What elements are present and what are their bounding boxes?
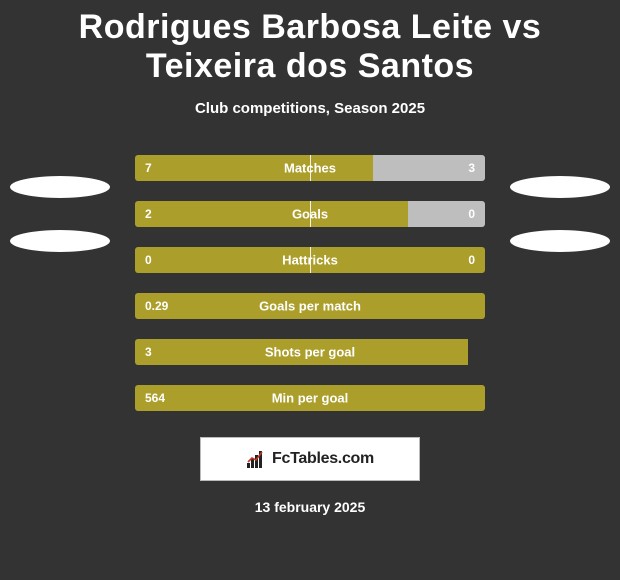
stat-row: 3 Shots per goal (0, 329, 620, 375)
attribution-text: FcTables.com (272, 450, 374, 468)
player2-value: 0 (468, 253, 475, 267)
player1-value: 2 (145, 207, 152, 221)
stat-row: 0.29 Goals per match (0, 283, 620, 329)
player2-value: 3 (468, 161, 475, 175)
attribution-badge[interactable]: FcTables.com (200, 437, 420, 481)
center-divider (310, 155, 311, 181)
player1-value: 7 (145, 161, 152, 175)
center-divider (310, 247, 311, 273)
player-photo-placeholder (10, 176, 110, 198)
player1-bar (135, 155, 373, 181)
stat-bars: 564 Min per goal (135, 385, 485, 411)
stat-bars: 20Goals (135, 201, 485, 227)
stat-bars: 00Hattricks (135, 247, 485, 273)
player2-value: 0 (468, 207, 475, 221)
center-divider (310, 201, 311, 227)
player-photo-placeholder (10, 230, 110, 252)
stat-bars: 0.29 Goals per match (135, 293, 485, 319)
stat-label: Min per goal (272, 391, 349, 406)
player-photo-placeholder (510, 176, 610, 198)
stat-label: Shots per goal (265, 345, 355, 360)
stat-row: 20Goals (0, 191, 620, 237)
player1-value: 3 (145, 345, 152, 359)
stat-label: Goals per match (259, 299, 361, 314)
date-label: 13 february 2025 (0, 499, 620, 515)
subtitle: Club competitions, Season 2025 (0, 100, 620, 117)
stat-bars: 3 Shots per goal (135, 339, 485, 365)
stat-bars: 73Matches (135, 155, 485, 181)
stat-row: 564 Min per goal (0, 375, 620, 421)
player1-value: 0 (145, 253, 152, 267)
player1-bar (135, 201, 408, 227)
player1-value: 564 (145, 391, 165, 405)
player1-value: 0.29 (145, 299, 168, 313)
player-photo-placeholder (510, 230, 610, 252)
page-title: Rodrigues Barbosa Leite vs Teixeira dos … (0, 0, 620, 86)
fctables-logo-icon (246, 449, 266, 469)
